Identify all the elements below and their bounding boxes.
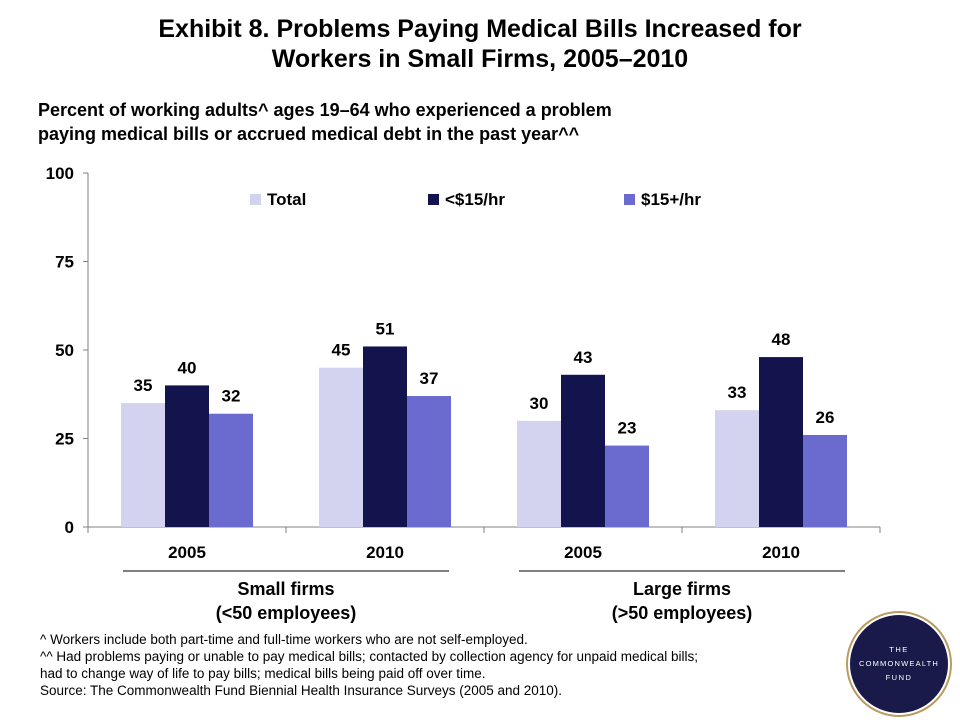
data-label: 43 — [574, 348, 593, 367]
chart-title: Exhibit 8. Problems Paying Medical Bills… — [0, 14, 960, 74]
subtitle-line-2: paying medical bills or accrued medical … — [38, 124, 580, 144]
data-label: 30 — [530, 394, 549, 413]
legend-swatch — [428, 194, 439, 205]
x-tick-label: 2010 — [366, 543, 404, 562]
data-label: 45 — [332, 341, 351, 360]
bar — [517, 420, 561, 527]
x-tick-label: 2005 — [564, 543, 602, 562]
footnote-2: ^^ Had problems paying or unable to pay … — [40, 649, 699, 664]
bar — [165, 385, 209, 527]
subtitle-line-1: Percent of working adults^ ages 19–64 wh… — [38, 100, 612, 120]
legend-label: Total — [267, 190, 306, 209]
footnotes: ^ Workers include both part-time and ful… — [40, 631, 830, 699]
legend-label: $15+/hr — [641, 190, 701, 209]
group-label-line: Large firms — [633, 579, 731, 599]
group-label-line: (>50 employees) — [612, 603, 753, 623]
logo-disc — [850, 615, 948, 713]
y-tick-label: 75 — [55, 253, 74, 272]
x-tick-label: 2010 — [762, 543, 800, 562]
footnote-3: had to change way of life to pay bills; … — [40, 666, 486, 681]
y-tick-label: 50 — [55, 341, 74, 360]
logo-text-the: THE — [889, 645, 909, 654]
title-line-2: Workers in Small Firms, 2005–2010 — [271, 45, 689, 73]
bar-chart: 0 25 50 75 100 35 40 32 2005 45 51 37 2010 30 43 23 2005… — [46, 164, 881, 623]
y-tick-label: 0 — [65, 518, 74, 537]
y-tick-label: 100 — [46, 164, 74, 183]
data-label: 37 — [420, 369, 439, 388]
data-label: 23 — [618, 419, 637, 438]
data-label: 33 — [728, 383, 747, 402]
data-label: 40 — [178, 358, 197, 377]
y-tick-label: 25 — [55, 430, 74, 449]
bar — [363, 346, 407, 527]
bar — [715, 410, 759, 527]
bar — [121, 403, 165, 527]
logo-text-fund: FUND — [886, 673, 913, 682]
footnote-1: ^ Workers include both part-time and ful… — [40, 632, 528, 647]
chart-subtitle: Percent of working adults^ ages 19–64 wh… — [38, 98, 758, 146]
logo-outer-ring — [846, 611, 952, 717]
legend-swatch — [250, 194, 261, 205]
data-label: 48 — [772, 330, 791, 349]
bar — [803, 434, 847, 527]
legend-swatch — [624, 194, 635, 205]
legend-label: <$15/hr — [445, 190, 505, 209]
x-tick-label: 2005 — [168, 543, 206, 562]
data-label: 26 — [816, 408, 835, 427]
data-label: 35 — [134, 376, 153, 395]
bar — [407, 396, 451, 527]
data-label: 51 — [376, 319, 395, 338]
logo-text-commonwealth: COMMONWEALTH — [859, 659, 939, 668]
source-note: Source: The Commonwealth Fund Biennial H… — [40, 683, 563, 698]
bar — [759, 357, 803, 527]
commonwealth-fund-logo: THE COMMONWEALTH FUND — [846, 611, 952, 717]
data-label: 32 — [222, 387, 241, 406]
group-label-line: Small firms — [237, 579, 334, 599]
group-label-line: (<50 employees) — [216, 603, 357, 623]
bar — [605, 445, 649, 527]
bar — [561, 374, 605, 527]
title-line-1: Exhibit 8. Problems Paying Medical Bills… — [158, 15, 802, 43]
bar — [319, 367, 363, 527]
bar — [209, 413, 253, 527]
